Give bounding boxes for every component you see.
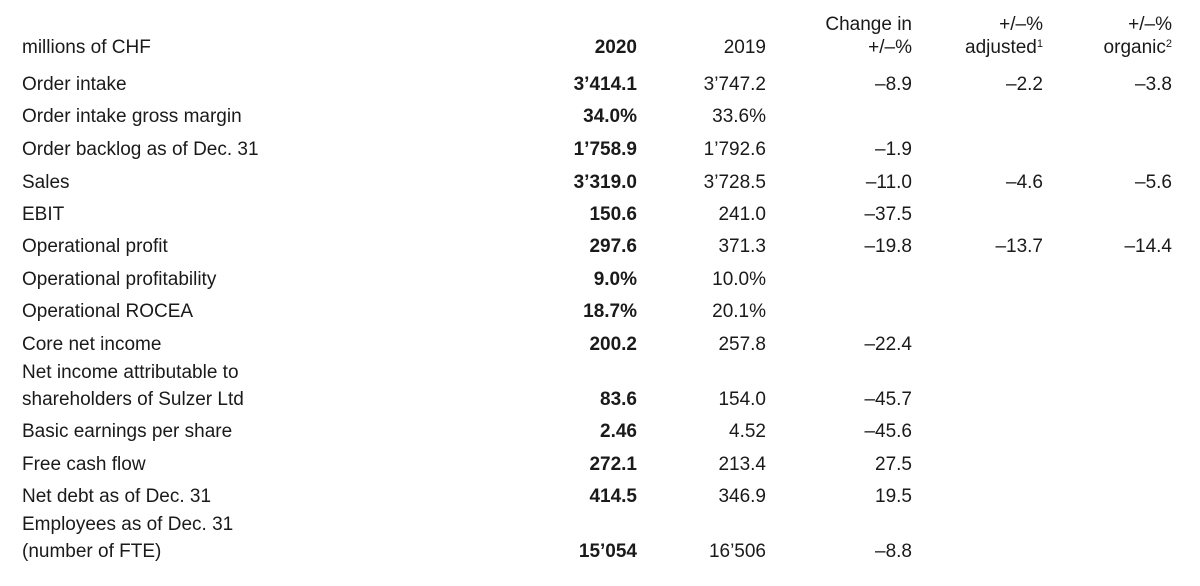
value-change: –45.6 bbox=[864, 421, 912, 442]
value-2020: 150.6 bbox=[589, 204, 637, 225]
header-adjusted-line2: adjusted1 bbox=[965, 37, 1043, 58]
value-organic: –5.6 bbox=[1135, 172, 1172, 193]
header-organic-line2: organic2 bbox=[1103, 37, 1172, 58]
value-2019: 371.3 bbox=[718, 236, 766, 257]
value-2020: 34.0% bbox=[583, 106, 637, 127]
value-2019: 346.9 bbox=[718, 486, 766, 507]
row-label: Net debt as of Dec. 31 bbox=[22, 486, 212, 507]
value-2020: 83.6 bbox=[600, 389, 637, 410]
value-2019: 16’506 bbox=[708, 541, 766, 562]
value-2020: 9.0% bbox=[593, 269, 637, 290]
value-2019: 154.0 bbox=[718, 389, 766, 410]
row-label: Employees as of Dec. 31 bbox=[22, 514, 234, 535]
header-adjusted-line1: +/–% bbox=[999, 14, 1043, 35]
value-2020: 1’758.9 bbox=[573, 139, 637, 160]
value-organic: –3.8 bbox=[1135, 74, 1172, 95]
row-label: Order intake gross margin bbox=[22, 106, 242, 127]
value-2019: 213.4 bbox=[718, 454, 766, 475]
row-label: Core net income bbox=[22, 334, 162, 355]
footnote-1: 1 bbox=[1036, 38, 1043, 50]
row-label: Operational ROCEA bbox=[22, 301, 194, 322]
value-change: 19.5 bbox=[875, 486, 912, 507]
value-change: –8.8 bbox=[875, 541, 912, 562]
row-label: Order intake bbox=[22, 74, 127, 95]
row-label: Operational profit bbox=[22, 236, 168, 257]
value-2020: 15’054 bbox=[578, 541, 637, 562]
value-change: –22.4 bbox=[864, 334, 912, 355]
header-2020: 2020 bbox=[594, 37, 637, 58]
value-2020: 2.46 bbox=[600, 421, 637, 442]
header-organic-line1: +/–% bbox=[1128, 14, 1172, 35]
row-label: Sales bbox=[22, 172, 70, 193]
value-2020: 3’414.1 bbox=[573, 74, 637, 95]
value-2019: 3’728.5 bbox=[703, 172, 766, 193]
header-label: millions of CHF bbox=[22, 37, 151, 58]
value-2019: 10.0% bbox=[712, 269, 766, 290]
value-adjusted: –4.6 bbox=[1006, 172, 1043, 193]
value-2019: 1’792.6 bbox=[703, 139, 766, 160]
footnote-2: 2 bbox=[1165, 38, 1172, 50]
value-2019: 33.6% bbox=[712, 106, 766, 127]
value-2019: 257.8 bbox=[718, 334, 766, 355]
value-2020: 272.1 bbox=[589, 454, 637, 475]
value-change: –37.5 bbox=[864, 204, 912, 225]
value-2020: 18.7% bbox=[583, 301, 637, 322]
value-change: –19.8 bbox=[864, 236, 912, 257]
header-change-line2: +/–% bbox=[868, 37, 912, 58]
row-label-line2: shareholders of Sulzer Ltd bbox=[22, 389, 244, 410]
value-2019: 3’747.2 bbox=[703, 74, 766, 95]
row-label: Basic earnings per share bbox=[22, 421, 233, 442]
value-change: –8.9 bbox=[875, 74, 912, 95]
row-label: Free cash flow bbox=[22, 454, 146, 475]
row-label: Order backlog as of Dec. 31 bbox=[22, 139, 259, 160]
row-label-line2: (number of FTE) bbox=[22, 541, 162, 562]
row-label: Operational profitability bbox=[22, 269, 217, 290]
value-2020: 297.6 bbox=[589, 236, 637, 257]
value-change: –1.9 bbox=[875, 139, 912, 160]
row-label: Net income attributable to bbox=[22, 362, 239, 383]
value-2020: 414.5 bbox=[589, 486, 637, 507]
header-change-line1: Change in bbox=[825, 14, 912, 35]
value-change: –45.7 bbox=[864, 389, 912, 410]
value-adjusted: –13.7 bbox=[995, 236, 1043, 257]
value-change: –11.0 bbox=[865, 172, 912, 193]
value-change: 27.5 bbox=[875, 454, 912, 475]
value-2019: 20.1% bbox=[712, 301, 766, 322]
header-2019: 2019 bbox=[723, 37, 766, 58]
value-2020: 3’319.0 bbox=[573, 172, 637, 193]
value-2019: 241.0 bbox=[718, 204, 766, 225]
value-2020: 200.2 bbox=[589, 334, 637, 355]
value-2019: 4.52 bbox=[729, 421, 766, 442]
value-organic: –14.4 bbox=[1124, 236, 1172, 257]
row-label: EBIT bbox=[22, 204, 65, 225]
value-adjusted: –2.2 bbox=[1006, 74, 1043, 95]
